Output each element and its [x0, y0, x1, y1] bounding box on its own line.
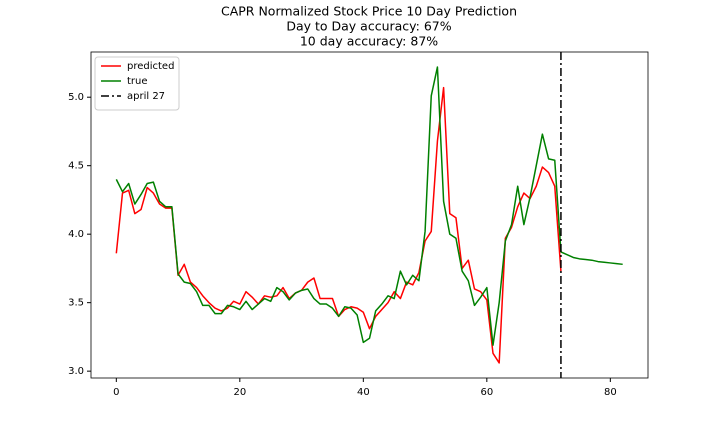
chart-subtitle: 10 day accuracy: 87%: [300, 34, 438, 49]
legend-label: april 27: [127, 91, 165, 102]
series-line: [115, 66, 623, 346]
chart-title: CAPR Normalized Stock Price 10 Day Predi…: [221, 4, 517, 19]
plot-frame: [90, 51, 649, 379]
y-tick-label: 4.5: [68, 161, 84, 172]
chart-subtitle: Day to Day accuracy: 67%: [286, 19, 451, 34]
y-tick-label: 5.0: [68, 92, 84, 103]
x-tick-label: 0: [113, 387, 119, 398]
legend-box: [94, 56, 180, 111]
x-tick-label: 20: [233, 387, 246, 398]
x-tick-label: 60: [480, 387, 493, 398]
legend-label: true: [127, 76, 148, 87]
y-tick-label: 4.0: [68, 229, 84, 240]
y-tick-label: 3.0: [68, 366, 84, 377]
x-tick-label: 40: [357, 387, 370, 398]
x-tick-label: 80: [604, 387, 617, 398]
y-tick-label: 3.5: [68, 298, 84, 309]
legend-label: predicted: [127, 61, 174, 72]
